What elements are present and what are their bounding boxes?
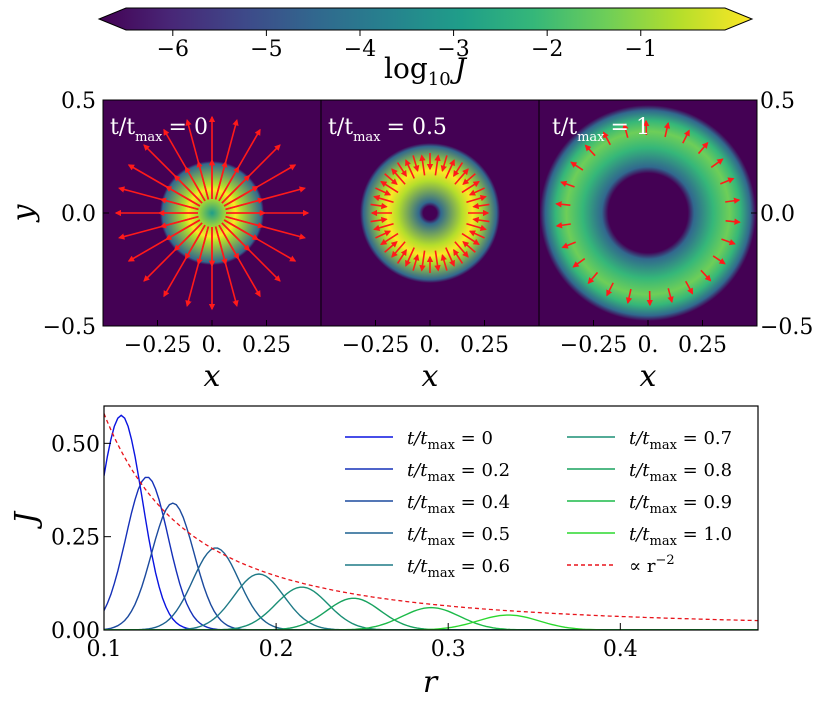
heatmap-x-tick-label: 0. — [202, 333, 223, 358]
heatmap-x-tick-label: 0. — [420, 333, 441, 358]
heatmap-x-tick-label: −0.25 — [342, 333, 409, 358]
colorbar-tick-label: −6 — [157, 37, 189, 62]
heatmap-x-tick-label: −0.25 — [124, 333, 191, 358]
heatmap-x-axis-title-1: x — [204, 359, 221, 394]
heatmap-y-tick-label: 0.5 — [61, 89, 96, 114]
colorbar-tick-label: −5 — [250, 37, 282, 62]
line-x-tick-label: 0.3 — [431, 637, 466, 662]
line-plot: 0.1 0.2 0.3 0.4 0.000.250.50 t/tmax = 0t/tm… — [9, 406, 758, 700]
line-y-axis-title: J — [9, 510, 44, 530]
line-y-tick-label: 0.50 — [51, 432, 100, 457]
heatmap-x-tick-label: 0. — [638, 333, 659, 358]
colorbar-ticks — [173, 30, 641, 36]
heatmap-x-tick-label: 0.25 — [678, 333, 727, 358]
heatmap-panel-t1: t/tmax = 1 — [539, 100, 757, 326]
heatmap-y-tick-label: −0.5 — [43, 315, 96, 340]
heatmap-y-tick-label-right: 0.0 — [760, 202, 795, 227]
heatmap-x-axis-title-2: x — [422, 359, 439, 394]
colorbar-tick-label: −1 — [625, 37, 657, 62]
heatmap-x-tick-label: −0.25 — [560, 333, 627, 358]
heatmap-y-tick-label-right: 0.5 — [760, 89, 795, 114]
heatmap-x-axis-title-3: x — [640, 359, 657, 394]
line-x-tick-label: 0.2 — [259, 637, 294, 662]
colorbar-tick-label: −2 — [531, 37, 563, 62]
heatmap-panel-t05: t/tmax = 0.5 — [321, 100, 539, 326]
line-y-ticks: 0.00 0.25 0.50 — [51, 432, 111, 644]
heatmap-y-ticks-left: 0.5 0.0 −0.5 — [43, 89, 109, 340]
colorbar-body — [99, 8, 752, 30]
heatmap-y-ticks-right: 0.5 0.0 −0.5 — [751, 89, 813, 340]
heatmap-y-tick-label: 0.0 — [61, 202, 96, 227]
heatmap-y-axis-title: y — [6, 203, 41, 223]
line-x-tick-label: 0.4 — [603, 637, 638, 662]
line-y-tick-label: 0.25 — [51, 526, 100, 551]
heatmap-x-tick-label: 0.25 — [460, 333, 509, 358]
colorbar: −6 −5 −4 −3 −2 −1 log10 J — [99, 8, 752, 90]
line-y-tick-label: 0.00 — [51, 619, 100, 644]
heatmap-x-tick-label: 0.25 — [242, 333, 291, 358]
figure: −6 −5 −4 −3 −2 −1 log10 J t/tmax = 0 t/tmax = 0.… — [0, 0, 826, 705]
colorbar-label: log10 J — [384, 52, 468, 90]
line-x-axis-title: r — [423, 665, 439, 700]
heatmap-panel-t0: t/tmax = 0 — [103, 100, 321, 326]
heatmap-y-tick-label-right: −0.5 — [760, 315, 813, 340]
colorbar-tick-label: −4 — [344, 37, 376, 62]
heatmap-panels: t/tmax = 0 t/tmax = 0.5 t/tmax = 1 0.5 0.0 −0… — [6, 89, 813, 394]
